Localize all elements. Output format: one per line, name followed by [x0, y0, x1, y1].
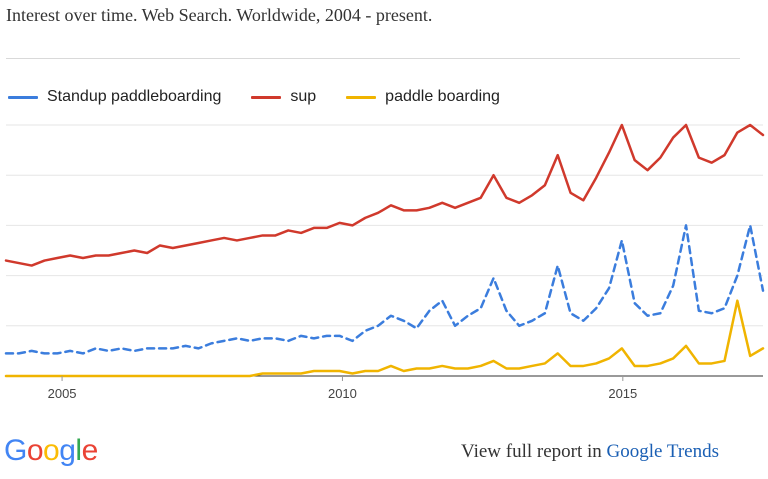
chart-title: Interest over time. Web Search. Worldwid…: [6, 5, 433, 25]
google-logo: Google: [4, 434, 98, 468]
logo-letter: G: [4, 434, 27, 467]
legend-swatch: [346, 95, 377, 99]
legend-label: Standup paddleboarding: [47, 88, 222, 105]
x-tick-label: 2005: [48, 386, 77, 401]
view-full-report-text: View full report in: [461, 441, 602, 462]
series-line-sup: [4, 123, 765, 267]
legend-swatch: [251, 95, 282, 99]
logo-letter: g: [59, 434, 76, 467]
legend-item: paddle boarding: [346, 88, 500, 106]
logo-letter: o: [26, 434, 44, 467]
google-trends-link[interactable]: Google Trends: [606, 441, 719, 462]
series-line-paddle-boarding: [4, 299, 765, 378]
gridlines: [6, 124, 763, 377]
legend-swatch: [8, 95, 38, 99]
logo-letter: o: [43, 434, 60, 467]
x-tick-label: 2010: [328, 386, 357, 401]
legend-label: sup: [290, 88, 317, 105]
divider: [6, 58, 740, 59]
legend: Standup paddleboarding sup paddle boarding: [8, 86, 530, 108]
logo-letter: e: [81, 434, 99, 467]
legend-label: paddle boarding: [385, 88, 500, 105]
x-axis-ticks: 2005 2010 2015: [48, 376, 637, 401]
footer-report-text: View full report in Google Trends: [461, 441, 719, 463]
legend-item: Standup paddleboarding: [8, 88, 221, 106]
series-layer: [4, 123, 765, 378]
interest-over-time-chart: 2005 2010 2015: [4, 123, 765, 401]
x-tick-label: 2015: [608, 386, 637, 401]
series-line-standup-paddleboarding: [4, 224, 765, 355]
logo-letter: l: [75, 434, 82, 467]
legend-item: sup: [251, 88, 316, 106]
